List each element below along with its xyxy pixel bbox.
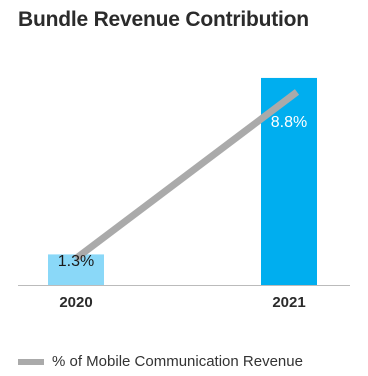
data-label-2021: 8.8%: [271, 114, 307, 131]
bar-2020: [48, 254, 104, 285]
legend-label: % of Mobile Communication Revenue: [52, 353, 303, 370]
x-axis: 2020 2021: [18, 285, 350, 311]
legend: % of Mobile Communication Revenue: [18, 353, 303, 370]
x-tick-label-2020: 2020: [59, 294, 92, 311]
trend-line: [73, 89, 300, 262]
data-label-2020: 1.3%: [58, 253, 94, 270]
chart-title: Bundle Revenue Contribution: [18, 8, 309, 31]
trend-line-layer: [73, 89, 300, 262]
data-labels-layer: 1.3% 8.8%: [58, 114, 307, 270]
legend-swatch: [18, 358, 44, 365]
x-tick-label-2021: 2021: [272, 294, 305, 311]
